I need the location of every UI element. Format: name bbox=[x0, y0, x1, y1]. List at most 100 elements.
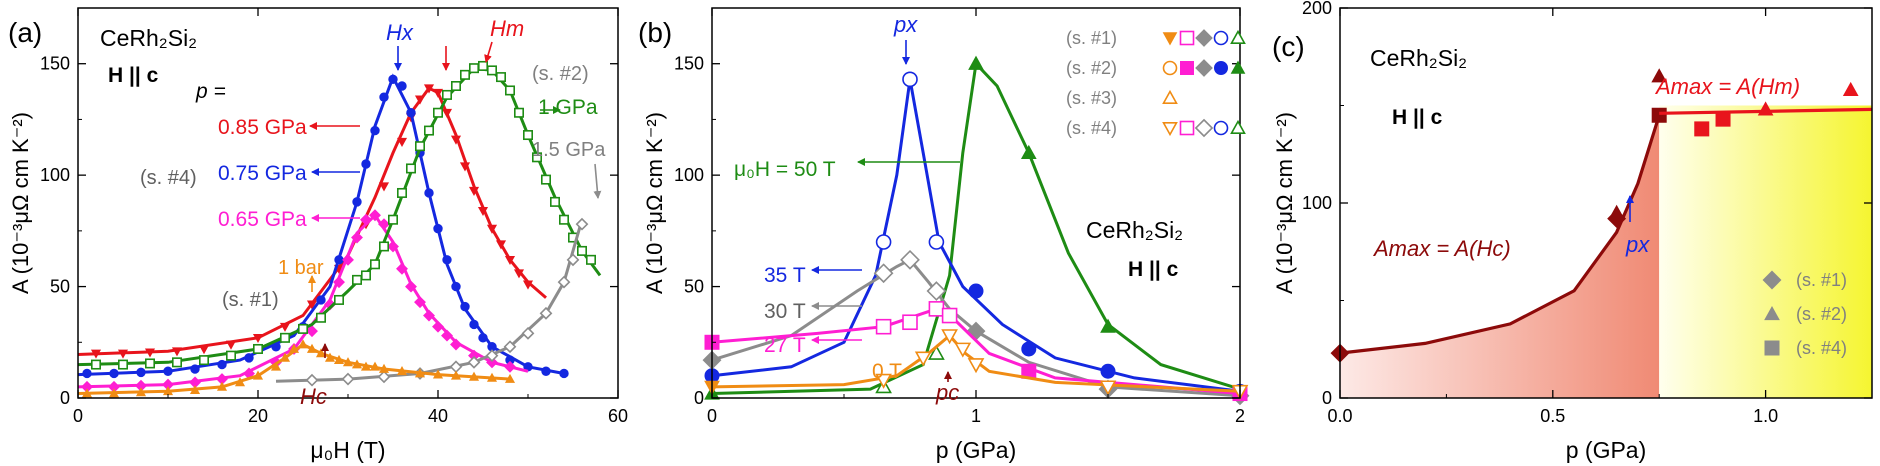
point-a-0.75-GPa bbox=[460, 301, 470, 312]
point-a-1-bar bbox=[306, 343, 318, 353]
point-c-triangle bbox=[1757, 101, 1774, 116]
point-a-1-GPa bbox=[585, 254, 596, 265]
y-tick-label: 50 bbox=[684, 277, 704, 297]
point-a-0.75-GPa bbox=[109, 368, 119, 379]
point-a-1-GPa bbox=[423, 125, 434, 136]
point-a-1-bar bbox=[378, 363, 390, 373]
point-a-0.85-GPa bbox=[477, 206, 489, 217]
point-a-1-GPa bbox=[360, 270, 371, 281]
panel-a-hx-label: Hx bbox=[386, 20, 414, 45]
legend-b-marker bbox=[1213, 30, 1229, 46]
point-a-0.65-GPa bbox=[504, 360, 516, 373]
point-b-27-T-(s.-#4) bbox=[875, 318, 892, 335]
point-a-0.85-GPa bbox=[522, 280, 534, 290]
point-a-1-GPa bbox=[145, 358, 156, 369]
legend-b-marker bbox=[1162, 60, 1178, 76]
point-a-1-bar bbox=[324, 352, 336, 362]
point-a-1-GPa bbox=[91, 359, 102, 370]
legend-b-marker bbox=[1179, 120, 1195, 136]
point-a-1.5-GPa bbox=[485, 349, 499, 363]
point-a-0.65-GPa bbox=[450, 338, 462, 351]
point-a-0.65-GPa bbox=[414, 296, 426, 309]
point-a-0.75-GPa bbox=[352, 197, 362, 207]
legend-b-marker bbox=[1214, 61, 1228, 75]
panel-a: 0 20 40 60 0 50 100 150 (a) CeRh₂Si₂ H || c p =… bbox=[8, 7, 628, 463]
point-a-0.85-GPa bbox=[495, 240, 507, 250]
point-a-0.85-GPa bbox=[396, 137, 408, 147]
y-tick-label: 100 bbox=[1302, 193, 1332, 213]
panel-b-data bbox=[702, 40, 1250, 406]
point-a-1-bar bbox=[342, 357, 354, 367]
point-a-1-GPa bbox=[459, 69, 470, 80]
panel-c-ticks: 0.0 0.5 1.0 0 100 200 bbox=[1302, 0, 1872, 426]
point-a-1-bar bbox=[396, 366, 408, 376]
point-a-1-GPa bbox=[441, 89, 452, 100]
panel-c-legend-markers bbox=[1762, 270, 1782, 356]
legend-c-s1: (s. #1) bbox=[1796, 270, 1847, 290]
point-a-0.65-GPa bbox=[396, 262, 408, 275]
point-a-1-GPa bbox=[522, 130, 533, 141]
y-tick-label: 100 bbox=[674, 165, 704, 185]
legend-b-marker bbox=[1213, 120, 1229, 136]
point-a-0.75-GPa bbox=[406, 108, 416, 118]
point-a-0.75-GPa bbox=[469, 319, 479, 330]
curve-b-50-T-(s.-#2) bbox=[711, 60, 1241, 395]
point-a-0.85-GPa bbox=[198, 345, 210, 355]
point-a-1-bar bbox=[135, 387, 147, 397]
point-b-35-T-(s.-#4) bbox=[928, 234, 945, 250]
point-a-1-bar bbox=[279, 352, 291, 362]
x-tick-label: 0 bbox=[73, 406, 83, 426]
point-a-0.75-GPa bbox=[244, 353, 254, 363]
point-a-0.75-GPa bbox=[442, 255, 452, 265]
point-a-1-GPa bbox=[558, 214, 569, 225]
x-tick-label: 0.0 bbox=[1327, 406, 1352, 426]
point-a-1-bar bbox=[414, 368, 426, 378]
point-a-1-GPa bbox=[315, 312, 326, 323]
point-c-square bbox=[1694, 121, 1710, 137]
point-a-1-GPa bbox=[504, 85, 515, 96]
point-a-0.75-GPa bbox=[541, 366, 551, 376]
point-a-1-GPa bbox=[118, 359, 129, 370]
curve-b-35-T-(s.-#4) bbox=[711, 79, 1241, 393]
point-a-1-GPa bbox=[531, 152, 542, 163]
panel-a-hc-label: Hc bbox=[300, 384, 327, 409]
point-a-0.85-GPa bbox=[423, 84, 435, 94]
point-a-1-GPa bbox=[513, 107, 524, 118]
legend-b-marker bbox=[1194, 118, 1214, 138]
point-b-0-T-(s.-#4) bbox=[941, 329, 958, 345]
point-a-0.65-GPa bbox=[351, 231, 363, 244]
panel-b-xlabel: p (GPa) bbox=[936, 437, 1017, 463]
point-a-0.75-GPa bbox=[559, 368, 569, 379]
legend-b-s2: (s. #2) bbox=[1066, 58, 1117, 78]
point-a-1-bar bbox=[234, 377, 246, 387]
point-a-1.5-GPa bbox=[575, 217, 589, 231]
point-a-0.75-GPa bbox=[397, 81, 407, 91]
legend-b-marker bbox=[1195, 59, 1213, 77]
panel-a-075-label: 0.75 GPa bbox=[218, 162, 307, 185]
legend-c-marker bbox=[1764, 340, 1780, 356]
panel-a-15gpa-label: 1.5 GPa bbox=[532, 139, 606, 161]
point-a-1-GPa bbox=[540, 174, 551, 185]
point-a-1.5-GPa bbox=[467, 355, 481, 369]
legend-b-marker bbox=[1230, 29, 1246, 45]
panel-b-legend-markers bbox=[1162, 29, 1246, 138]
panel-b-50t-label: μ₀H = 50 T bbox=[734, 158, 836, 181]
panel-b-label: (b) bbox=[638, 17, 672, 48]
point-a-0.85-GPa bbox=[414, 95, 426, 105]
legend-c-s2: (s. #2) bbox=[1796, 304, 1847, 324]
point-a-1-GPa bbox=[486, 65, 497, 76]
panel-a-085-label: 0.85 GPa bbox=[218, 116, 307, 139]
point-a-1-GPa bbox=[495, 72, 506, 83]
region-hc bbox=[1340, 115, 1660, 399]
panel-b-30t-label: 30 T bbox=[764, 300, 806, 323]
point-a-1-bar bbox=[288, 343, 300, 353]
point-a-0.85-GPa bbox=[225, 340, 237, 350]
point-a-0.75-GPa bbox=[334, 255, 344, 265]
x-tick-label: 20 bbox=[248, 406, 268, 426]
point-b-50-T-(s.-#2) bbox=[1100, 318, 1116, 333]
point-b-35-T-(s.-#4) bbox=[1021, 341, 1037, 357]
point-b-35-T-(s.-#4) bbox=[1100, 363, 1116, 379]
panel-c-label: (c) bbox=[1272, 31, 1305, 62]
point-a-0.65-GPa bbox=[432, 320, 444, 333]
point-a-1-bar bbox=[468, 371, 480, 381]
